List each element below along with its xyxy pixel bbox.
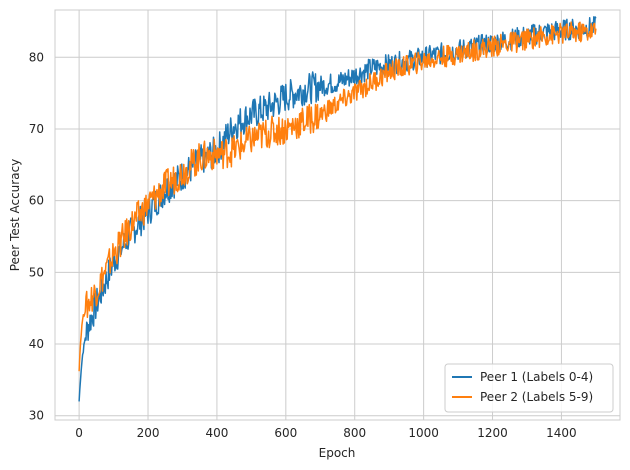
x-tick-label: 1400 (546, 426, 577, 440)
x-axis-label: Epoch (319, 446, 356, 460)
y-axis-label: Peer Test Accuracy (8, 159, 22, 272)
legend-label-2: Peer 2 (Labels 5-9) (480, 390, 593, 404)
plot-area (55, 10, 620, 420)
x-tick-label: 1200 (477, 426, 508, 440)
x-tick-label: 0 (75, 426, 83, 440)
legend-box (444, 363, 614, 413)
x-tick-labels: 0 200 400 600 800 1000 1200 1400 (75, 426, 576, 440)
y-tick-label: 40 (29, 337, 44, 351)
plot-frame (54, 9, 621, 421)
x-tick-label: 200 (137, 426, 160, 440)
x-tick-label: 400 (205, 426, 228, 440)
grid (55, 10, 620, 420)
series-line-2 (78, 21, 597, 372)
legend: Peer 1 (Labels 0-4) Peer 2 (Labels 5-9) (444, 363, 614, 413)
y-tick-label: 70 (29, 122, 44, 136)
x-tick-label: 1000 (408, 426, 439, 440)
legend-label-1: Peer 1 (Labels 0-4) (480, 370, 593, 384)
series-lines (78, 16, 597, 402)
x-tick-label: 800 (343, 426, 366, 440)
y-tick-label: 60 (29, 194, 44, 208)
y-tick-label: 80 (29, 50, 44, 64)
x-tick-label: 600 (274, 426, 297, 440)
y-tick-label: 30 (29, 409, 44, 423)
y-tick-label: 50 (29, 265, 44, 279)
series-line-1 (78, 16, 597, 402)
y-tick-labels: 30 40 50 60 70 80 (29, 50, 44, 422)
